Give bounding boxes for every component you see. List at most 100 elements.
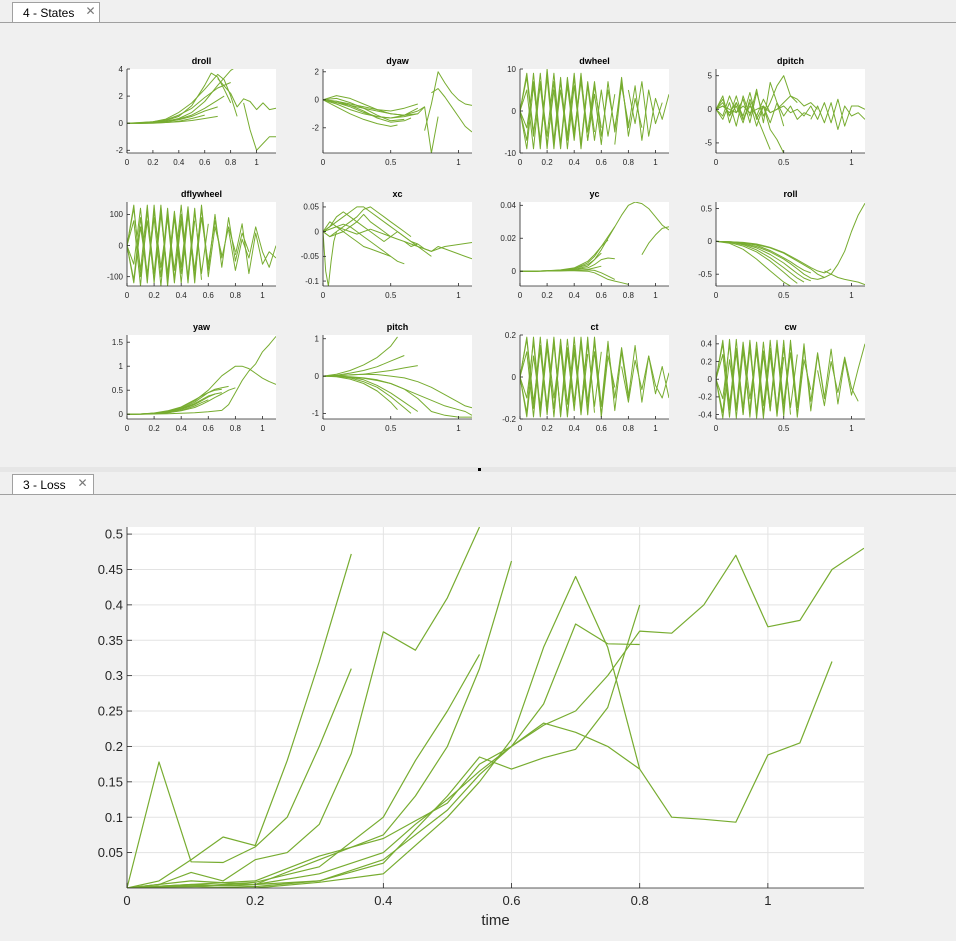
close-icon[interactable]: ✕ bbox=[77, 476, 88, 490]
series-line-5 bbox=[520, 72, 589, 150]
x-tick-label: 0.2 bbox=[147, 158, 159, 167]
x-tick-label: 0.6 bbox=[203, 424, 215, 433]
y-tick-label: -2 bbox=[116, 146, 124, 155]
tab-states-label: 4 - States bbox=[23, 5, 75, 20]
series-line-2 bbox=[127, 527, 481, 888]
x-tick-label: 0.8 bbox=[230, 291, 242, 300]
y-tick-label: -5 bbox=[705, 139, 713, 148]
tab-loss[interactable]: 3 - Loss bbox=[12, 474, 94, 494]
x-tick-label: 0.8 bbox=[623, 424, 635, 433]
x-tick-label: 0.4 bbox=[569, 158, 581, 167]
chart-1: 0 0.5 1 -2 0 2 dyaw bbox=[312, 56, 472, 167]
y-tick-label: 0 bbox=[512, 107, 517, 116]
series-line-5 bbox=[520, 336, 595, 418]
chart-title: ct bbox=[590, 322, 598, 332]
series-line-6 bbox=[627, 81, 669, 137]
series-line-7 bbox=[716, 240, 832, 274]
x-tick-label: 0.4 bbox=[374, 893, 392, 908]
y-tick-label: 0 bbox=[512, 267, 517, 276]
x-tick-label: 0.5 bbox=[778, 424, 790, 433]
y-tick-label: 0 bbox=[315, 96, 320, 105]
x-tick-label: 0.2 bbox=[542, 158, 554, 167]
x-tick-label: 0.4 bbox=[569, 424, 581, 433]
x-tick-label: 0.6 bbox=[203, 291, 215, 300]
series-line-1 bbox=[520, 336, 602, 418]
y-tick-label: -2 bbox=[312, 124, 320, 133]
chart-title: roll bbox=[783, 189, 797, 199]
close-icon[interactable]: ✕ bbox=[85, 4, 96, 18]
series-line-1 bbox=[716, 338, 798, 418]
series-group bbox=[323, 206, 472, 286]
x-tick-label: 0.4 bbox=[569, 291, 581, 300]
series-group bbox=[520, 336, 669, 418]
x-tick-label: 0 bbox=[518, 158, 523, 167]
chart-title: droll bbox=[192, 56, 212, 66]
x-tick-label: 0 bbox=[714, 158, 719, 167]
series-line-9 bbox=[243, 102, 276, 151]
series-line-4 bbox=[716, 240, 798, 284]
x-axis-label: time bbox=[481, 912, 509, 929]
series-line-4 bbox=[127, 204, 250, 286]
loss-panel: 3 - Loss ✕ 0 0.2 0.4 0.6 0.8 1 0.05 0.1 0.15 0.2 0… bbox=[0, 472, 956, 936]
series-line-6 bbox=[323, 99, 418, 112]
y-tick-label: -10 bbox=[504, 149, 516, 158]
y-tick-label: 0.3 bbox=[105, 668, 123, 683]
y-tick-label: -0.5 bbox=[698, 270, 712, 279]
chart-title: dyaw bbox=[386, 56, 410, 66]
chart-12: 0 0.2 0.4 0.6 0.8 1 0.05 0.1 0.15 0.2 0.25 0.3 0.35 0… bbox=[98, 527, 864, 929]
y-tick-label: 0.35 bbox=[98, 633, 123, 648]
y-tick-label: 10 bbox=[507, 65, 516, 74]
series-line-7 bbox=[234, 223, 276, 275]
series-line-6 bbox=[323, 231, 337, 286]
chart-3: 0 0.5 1 -5 0 5 dpitch bbox=[705, 56, 865, 167]
x-tick-label: 0 bbox=[123, 893, 130, 908]
chart-11: 0 0.5 1 -0.4 -0.2 0 0.2 0.4 cw bbox=[698, 322, 865, 433]
series-line-6 bbox=[127, 336, 276, 415]
x-tick-label: 0.4 bbox=[173, 158, 185, 167]
y-tick-label: -1 bbox=[312, 409, 320, 418]
states-tabstrip: 4 - States ✕ bbox=[0, 0, 956, 23]
tab-states[interactable]: 4 - States bbox=[12, 2, 100, 22]
chart-title: yaw bbox=[193, 322, 211, 332]
chart-6: 0 0.2 0.4 0.6 0.8 1 0 0.02 0.04 yc bbox=[500, 189, 669, 300]
series-line-8 bbox=[424, 71, 472, 131]
y-tick-label: 0 bbox=[119, 241, 124, 250]
series-group bbox=[520, 69, 669, 150]
y-tick-label: 0.4 bbox=[701, 340, 713, 349]
x-tick-label: 0 bbox=[321, 424, 326, 433]
series-line-6 bbox=[716, 98, 865, 127]
series-group bbox=[323, 71, 472, 153]
x-tick-label: 0.8 bbox=[225, 158, 237, 167]
series-line-3 bbox=[127, 204, 196, 286]
x-tick-label: 0.2 bbox=[149, 291, 161, 300]
y-tick-label: 0.02 bbox=[500, 234, 516, 243]
x-tick-label: 0.5 bbox=[385, 291, 397, 300]
series-line-7 bbox=[520, 269, 616, 280]
series-group bbox=[716, 203, 865, 286]
y-tick-label: -0.05 bbox=[301, 252, 320, 261]
series-line-9 bbox=[127, 604, 641, 888]
x-tick-label: 1 bbox=[456, 158, 461, 167]
series-line-1 bbox=[127, 553, 352, 888]
series-line-2 bbox=[716, 95, 818, 120]
y-tick-label: 0.5 bbox=[105, 527, 123, 542]
series-group bbox=[127, 69, 276, 151]
y-tick-label: 2 bbox=[119, 92, 124, 101]
panel-splitter[interactable] bbox=[0, 467, 956, 472]
x-tick-label: 0.6 bbox=[596, 158, 608, 167]
series-line-6 bbox=[817, 356, 859, 407]
chart-8: 0 0.2 0.4 0.6 0.8 1 0 0.5 1 1.5 yaw bbox=[112, 322, 276, 433]
series-line-8 bbox=[641, 226, 669, 255]
series-line-8 bbox=[217, 78, 276, 111]
y-tick-label: 0.1 bbox=[105, 810, 123, 825]
x-tick-label: 0 bbox=[125, 424, 130, 433]
series-line-4 bbox=[520, 336, 669, 418]
y-tick-label: 0 bbox=[119, 119, 124, 128]
x-tick-label: 1 bbox=[849, 291, 854, 300]
x-tick-label: 1 bbox=[260, 291, 265, 300]
y-tick-label: 0.45 bbox=[98, 562, 123, 577]
y-tick-label: 0.2 bbox=[105, 739, 123, 754]
x-tick-label: 1 bbox=[456, 291, 461, 300]
series-line-8 bbox=[824, 270, 865, 286]
